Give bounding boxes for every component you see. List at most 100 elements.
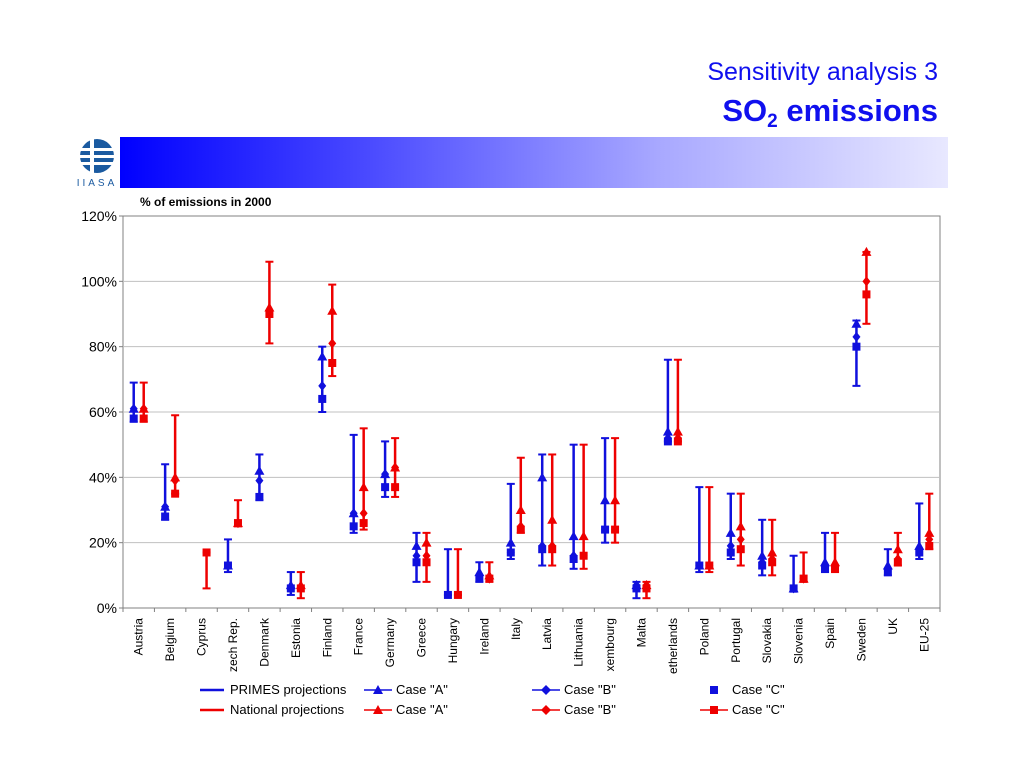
- national-case-a-point: [578, 531, 589, 541]
- national-case-c-point: [265, 310, 274, 318]
- primes-case-a-point: [537, 472, 548, 482]
- national-case-c-point: [705, 561, 714, 570]
- x-tick-label: Hungary: [446, 618, 460, 663]
- primes-case-b-point: [318, 380, 327, 391]
- legend-row-primes: PRIMES projections Case "A" Case "B" Cas…: [196, 681, 816, 699]
- national-case-c-point: [485, 574, 494, 583]
- primes-case-b-point: [129, 403, 138, 414]
- x-tick-label: etherlands: [666, 618, 680, 674]
- national-case-c-point: [328, 359, 337, 367]
- primes-case-c-point: [789, 584, 798, 593]
- y-unit-label: % of emissions in 2000: [140, 195, 272, 209]
- x-tick-label: Denmark: [257, 617, 271, 667]
- national-case-a-point: [547, 514, 558, 524]
- national-case-c-point: [453, 590, 462, 599]
- header-banner: [120, 137, 948, 188]
- legend-national-line: National projections: [200, 701, 360, 719]
- primes-case-a-point: [725, 527, 736, 537]
- x-tick-label: EU-25: [917, 618, 931, 652]
- x-tick-label: xembourg: [603, 618, 617, 671]
- national-case-c-point: [736, 545, 745, 554]
- slide-subtitle: SO2 emissions: [722, 93, 938, 133]
- national-case-b-point: [391, 462, 400, 473]
- national-case-c-point: [642, 584, 651, 593]
- primes-case-b-point: [726, 540, 735, 551]
- primes-case-c-point: [663, 437, 672, 446]
- national-case-a-point: [421, 537, 432, 547]
- primes-case-c-point: [286, 584, 295, 593]
- primes-case-a-point: [757, 550, 768, 560]
- x-tick-label: Latvia: [540, 618, 554, 650]
- national-case-b-point: [139, 403, 148, 414]
- primes-case-c-point: [569, 555, 578, 563]
- x-tick-label: Italy: [509, 618, 523, 640]
- primes-case-b-point: [412, 550, 421, 561]
- primes-case-c-point: [412, 558, 421, 567]
- national-case-a-point: [861, 246, 872, 256]
- primes-case-c-point: [349, 522, 358, 531]
- legend-primes-case-b-label: Case "B": [564, 682, 616, 697]
- national-case-c-point: [516, 525, 525, 534]
- legend-primes-case-c: Case "C": [700, 681, 820, 699]
- national-case-c-point: [171, 489, 180, 498]
- x-tick-label: UK: [886, 618, 900, 635]
- national-case-c-point: [831, 564, 840, 573]
- primes-case-c-point: [883, 568, 892, 577]
- national-case-c-point: [139, 414, 148, 423]
- primes-case-b-point: [349, 508, 358, 519]
- primes-case-a-point: [411, 540, 422, 550]
- national-case-c-point: [768, 558, 777, 567]
- y-tick-label: 100%: [81, 273, 117, 289]
- x-tick-label: Lithuania: [572, 618, 586, 667]
- national-case-a-point: [924, 527, 935, 537]
- primes-case-c-point: [223, 561, 232, 570]
- x-tick-label: Finland: [320, 618, 334, 657]
- national-case-a-point: [610, 495, 621, 505]
- national-case-c-point: [202, 548, 211, 557]
- subtitle-prefix: SO: [722, 93, 768, 128]
- x-tick-label: Greece: [415, 618, 429, 658]
- y-tick-label: 120%: [81, 208, 117, 224]
- national-case-a-point: [892, 544, 903, 554]
- x-tick-label: Malta: [634, 618, 648, 648]
- national-case-a-point: [672, 426, 683, 436]
- primes-case-c-point: [915, 548, 924, 557]
- primes-case-c-point: [632, 584, 641, 593]
- national-case-c-point: [233, 519, 242, 528]
- primes-case-c-point: [726, 548, 735, 557]
- x-tick-label: Spain: [823, 618, 837, 649]
- primes-case-c-point: [129, 414, 138, 423]
- y-tick-label: 20%: [89, 535, 117, 551]
- legend-primes-line: PRIMES projections: [200, 681, 360, 699]
- primes-case-b-point: [381, 469, 390, 480]
- national-case-c-point: [579, 551, 588, 560]
- slide-title: Sensitivity analysis 3: [707, 58, 938, 86]
- legend-national-case-a: Case "A": [364, 701, 484, 719]
- national-case-a-point: [264, 302, 275, 312]
- primes-case-b-point: [852, 331, 861, 342]
- national-case-c-point: [893, 558, 902, 567]
- national-case-b-point: [328, 338, 337, 349]
- y-tick-label: 60%: [89, 404, 117, 420]
- x-tick-label: Slovakia: [760, 618, 774, 664]
- legend-national-case-b-label: Case "B": [564, 702, 616, 717]
- primes-case-a-point: [254, 465, 265, 475]
- iiasa-logo-icon: [74, 136, 120, 192]
- primes-case-a-point: [600, 495, 611, 505]
- national-case-b-point: [736, 534, 745, 545]
- national-case-c-point: [862, 290, 871, 299]
- legend-primes-case-a-label: Case "A": [396, 682, 448, 697]
- x-tick-label: France: [352, 618, 366, 656]
- x-tick-label: Ireland: [477, 618, 491, 655]
- national-case-a-point: [515, 505, 526, 514]
- legend-row-national: National projections Case "A" Case "B" C…: [196, 701, 816, 719]
- x-tick-label: Slovenia: [792, 618, 806, 664]
- x-tick-label: Austria: [132, 618, 146, 656]
- national-case-c-point: [359, 519, 368, 528]
- national-case-a-point: [358, 482, 369, 492]
- legend-primes-case-b: Case "B": [532, 681, 652, 699]
- national-case-a-point: [327, 305, 338, 315]
- primes-case-c-point: [443, 590, 452, 599]
- national-case-c-point: [673, 437, 682, 446]
- primes-case-a-point: [568, 531, 579, 541]
